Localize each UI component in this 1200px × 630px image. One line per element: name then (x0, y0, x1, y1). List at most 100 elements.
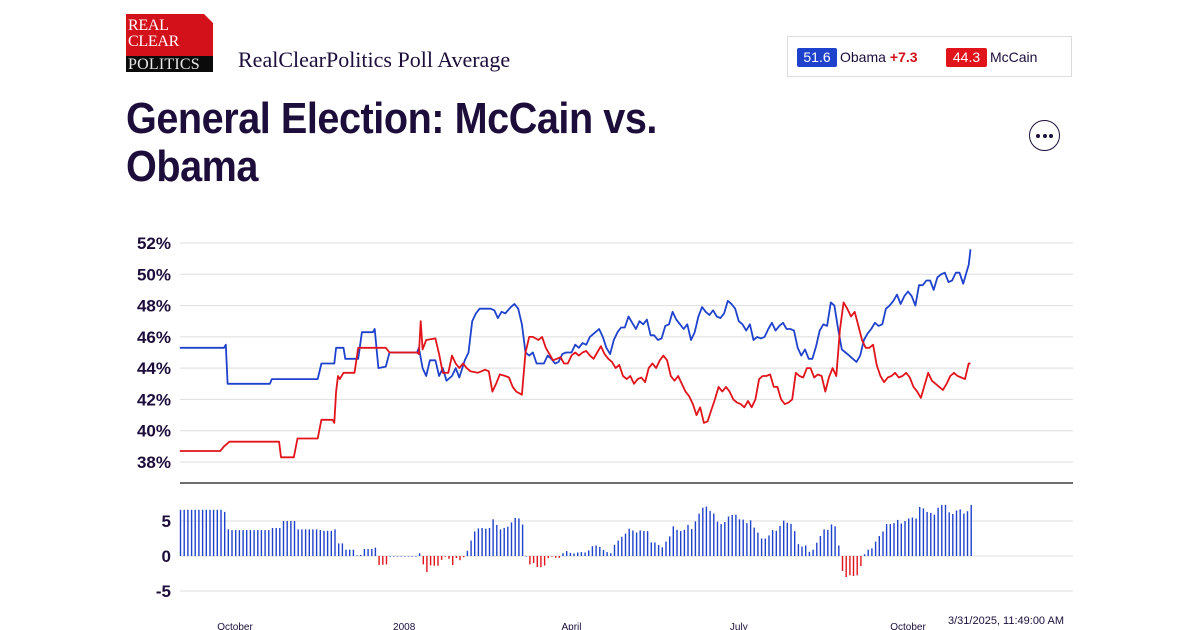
spread-bar (926, 511, 928, 556)
spread-bar (536, 556, 538, 567)
spread-bar (635, 532, 638, 556)
spread-bar (470, 540, 472, 556)
spread-bar (249, 530, 252, 556)
spread-bar (525, 556, 527, 557)
spread-bar (797, 544, 800, 556)
x-tick-label: July (730, 622, 748, 630)
spread-bar (297, 529, 299, 556)
spread-bar (871, 548, 873, 556)
spread-bar (212, 509, 215, 556)
spread-bar (286, 521, 288, 556)
spread-bar (680, 531, 682, 556)
spread-bar (716, 521, 719, 556)
spread-bar (885, 524, 888, 556)
spread-bar (242, 530, 244, 556)
spread-bar (429, 556, 432, 566)
spread-bar (610, 553, 612, 556)
spread-bar (588, 550, 590, 556)
spread-bar (558, 556, 560, 558)
spread-bar (190, 509, 193, 556)
logo-red-block (126, 14, 213, 56)
spread-chart-y-axis: -5 0 5 (156, 512, 171, 601)
spread-bar (720, 524, 722, 556)
spread-bar (477, 528, 480, 556)
spread-bar (356, 555, 358, 556)
spread-bar (955, 510, 958, 556)
spread-bar (621, 536, 623, 557)
spread-bar (183, 509, 185, 556)
spread-bar (437, 556, 439, 566)
spread-bar (687, 524, 689, 556)
spread-bar (466, 550, 469, 557)
spread-bar (448, 556, 450, 559)
spread-bar (764, 538, 766, 556)
spread-bar (702, 507, 704, 556)
spread-bar (330, 530, 332, 556)
current-average-legend: 51.6 Obama +7.3 44.3 McCain (787, 36, 1072, 77)
spread-bar (812, 549, 814, 556)
more-options-button[interactable] (1029, 120, 1060, 151)
spread-bar (591, 546, 594, 556)
spread-bar (941, 504, 943, 556)
spread-bar (382, 556, 384, 565)
rcp-logo[interactable]: REAL CLEAR POLITICS (126, 14, 213, 73)
spread-bar (705, 506, 708, 556)
spread-bar (319, 530, 321, 556)
obama-value-badge: 51.6 (797, 48, 837, 67)
spread-bar (646, 531, 649, 556)
spread-bar (801, 546, 803, 556)
spread-bar (790, 523, 792, 556)
spread-bar (547, 556, 549, 559)
series-line-obama (179, 249, 972, 385)
spread-bar (338, 543, 340, 556)
spread-bar (345, 549, 347, 556)
spread-bar (893, 523, 895, 556)
spread-bar (672, 526, 674, 557)
x-axis: October 2008 April July October (217, 622, 926, 630)
spread-bar (753, 527, 755, 556)
spread-bar (823, 529, 825, 556)
x-tick-label: 2008 (393, 622, 416, 630)
spread-bar (374, 547, 377, 556)
ellipsis-icon (1036, 133, 1053, 138)
spread-bar (440, 556, 443, 560)
spread-bar (808, 551, 811, 556)
spread-bar (959, 509, 961, 556)
spread-bar (220, 509, 222, 556)
spread-y-tick-label: 0 (162, 547, 171, 566)
spread-bar (683, 529, 686, 557)
page-title: General Election: McCain vs. Obama (126, 94, 657, 191)
y-tick-label: 46% (137, 328, 171, 347)
spread-bar (555, 556, 557, 558)
spread-y-tick-label: 5 (162, 512, 171, 531)
spread-bar (860, 556, 862, 567)
x-tick-label: October (217, 622, 253, 630)
spread-bar (396, 556, 399, 557)
y-tick-label: 40% (137, 422, 171, 441)
spread-bar (676, 529, 678, 557)
y-tick-label: 52% (137, 234, 171, 253)
spread-bar (915, 518, 917, 556)
spread-bar (602, 550, 605, 556)
spread-bar (952, 514, 954, 556)
y-tick-label: 48% (137, 297, 171, 316)
spread-bar (290, 521, 292, 556)
spread-bar (845, 556, 847, 577)
spread-bar (492, 519, 494, 557)
spread-bar (841, 556, 844, 571)
spread-bar (650, 542, 652, 556)
spread-bar (933, 514, 936, 556)
spread-bar (341, 543, 344, 556)
spread-bar (904, 521, 906, 556)
spread-bar (834, 526, 836, 557)
spread-bar (628, 528, 630, 556)
obama-lead: +7.3 (889, 49, 918, 65)
spread-bar (194, 509, 196, 556)
spread-bar (852, 556, 855, 576)
spread-bar (863, 554, 866, 557)
spread-bar (661, 547, 663, 557)
spread-bar (459, 556, 461, 561)
spread-bar (452, 556, 454, 566)
spread-bar (264, 530, 266, 556)
